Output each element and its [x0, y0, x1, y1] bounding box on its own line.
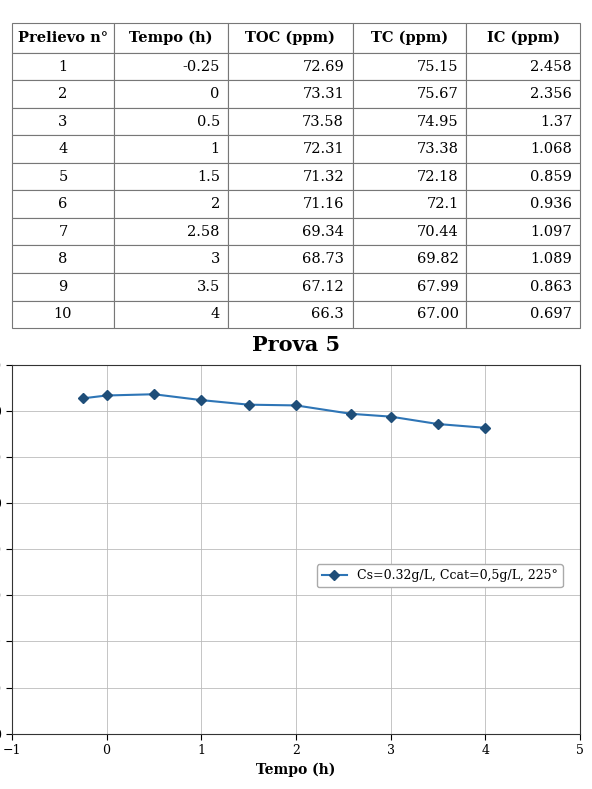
Cs=0.32g/L, Ccat=0,5g/L, 225°	[387, 412, 394, 421]
Cs=0.32g/L, Ccat=0,5g/L, 225°	[198, 395, 205, 405]
Cs=0.32g/L, Ccat=0,5g/L, 225°	[348, 409, 355, 418]
Title: Prova 5: Prova 5	[252, 335, 340, 355]
Legend: Cs=0.32g/L, Ccat=0,5g/L, 225°: Cs=0.32g/L, Ccat=0,5g/L, 225°	[317, 564, 562, 587]
Cs=0.32g/L, Ccat=0,5g/L, 225°	[482, 423, 489, 432]
X-axis label: Tempo (h): Tempo (h)	[256, 763, 336, 777]
Cs=0.32g/L, Ccat=0,5g/L, 225°	[79, 394, 86, 403]
Cs=0.32g/L, Ccat=0,5g/L, 225°	[292, 401, 300, 410]
Line: Cs=0.32g/L, Ccat=0,5g/L, 225°: Cs=0.32g/L, Ccat=0,5g/L, 225°	[79, 391, 489, 432]
Cs=0.32g/L, Ccat=0,5g/L, 225°	[245, 400, 252, 409]
Cs=0.32g/L, Ccat=0,5g/L, 225°	[103, 391, 110, 400]
Cs=0.32g/L, Ccat=0,5g/L, 225°	[150, 390, 157, 399]
Cs=0.32g/L, Ccat=0,5g/L, 225°	[435, 419, 442, 428]
